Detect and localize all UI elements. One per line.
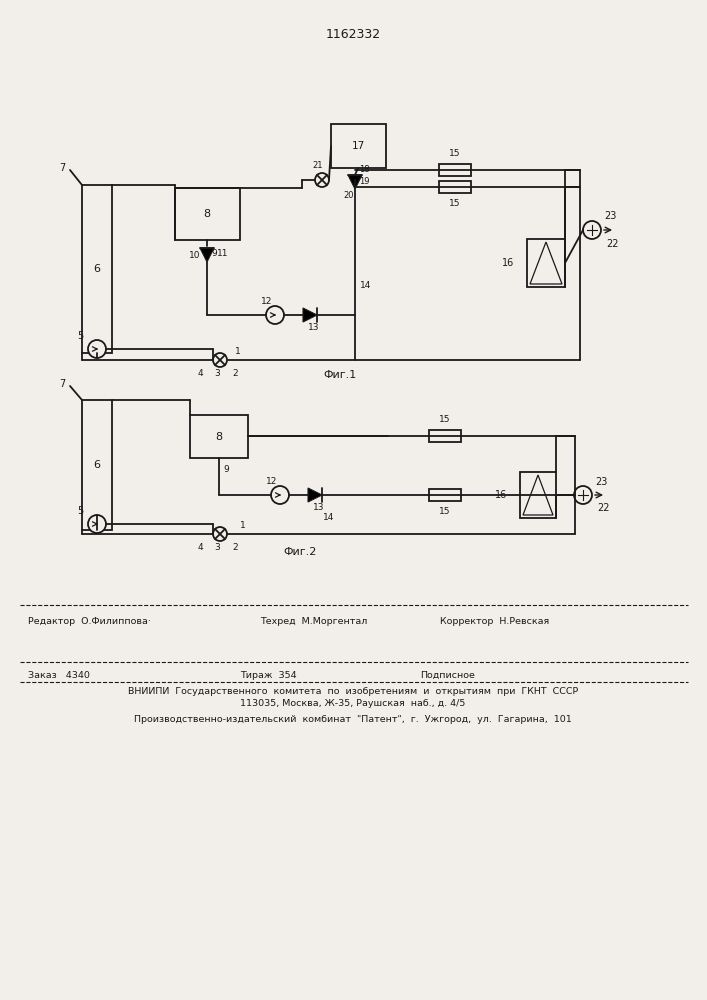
Text: 15: 15 xyxy=(449,149,461,158)
Text: 4: 4 xyxy=(198,369,204,378)
Bar xyxy=(439,181,471,193)
Text: 15: 15 xyxy=(439,416,451,424)
Text: 1: 1 xyxy=(235,347,241,356)
Circle shape xyxy=(213,353,227,367)
Text: 17: 17 xyxy=(351,141,365,151)
Polygon shape xyxy=(303,308,317,322)
Text: 14: 14 xyxy=(360,280,371,290)
Circle shape xyxy=(583,221,601,239)
Text: 23: 23 xyxy=(604,211,617,221)
Text: Производственно-издательский  комбинат  "Патент",  г.  Ужгород,  ул.  Гагарина, : Производственно-издательский комбинат "П… xyxy=(134,716,572,724)
Text: 6: 6 xyxy=(93,264,100,274)
Circle shape xyxy=(271,486,289,504)
Bar xyxy=(82,185,112,353)
Text: 22: 22 xyxy=(597,503,609,513)
Text: 13: 13 xyxy=(308,324,320,332)
Bar xyxy=(190,415,248,458)
Text: 22: 22 xyxy=(606,239,619,249)
Text: 9: 9 xyxy=(211,249,217,258)
Bar xyxy=(439,164,471,176)
Bar xyxy=(520,472,556,518)
Text: Корректор  Н.Ревская: Корректор Н.Ревская xyxy=(440,616,549,626)
Text: 13: 13 xyxy=(313,504,325,512)
Text: 8: 8 xyxy=(216,432,223,442)
Text: 12: 12 xyxy=(261,298,272,306)
Text: Тираж  354: Тираж 354 xyxy=(240,670,297,680)
Text: 3: 3 xyxy=(214,369,220,378)
Text: Заказ   4340: Заказ 4340 xyxy=(28,670,90,680)
Text: Фиг.1: Фиг.1 xyxy=(323,370,356,380)
Text: Фиг.2: Фиг.2 xyxy=(284,547,317,557)
Circle shape xyxy=(88,515,106,533)
Bar xyxy=(331,124,386,168)
Text: 21: 21 xyxy=(312,160,322,169)
Text: 8: 8 xyxy=(204,209,211,219)
Text: 16: 16 xyxy=(495,490,507,500)
Circle shape xyxy=(315,173,329,187)
Bar xyxy=(429,430,461,442)
Text: 7: 7 xyxy=(59,379,65,389)
Text: 1: 1 xyxy=(240,520,246,530)
Text: 12: 12 xyxy=(266,478,277,487)
Text: 18: 18 xyxy=(359,165,370,174)
Circle shape xyxy=(213,527,227,541)
Text: 2: 2 xyxy=(232,369,238,378)
Text: 1162332: 1162332 xyxy=(325,28,380,41)
Text: 2: 2 xyxy=(232,544,238,552)
Text: 15: 15 xyxy=(439,506,451,516)
Text: 4: 4 xyxy=(198,544,204,552)
Bar xyxy=(175,188,240,240)
Bar xyxy=(82,400,112,530)
Text: 6: 6 xyxy=(93,460,100,470)
Circle shape xyxy=(574,486,592,504)
Text: 23: 23 xyxy=(595,477,607,487)
Text: 20: 20 xyxy=(343,190,354,200)
Text: 10: 10 xyxy=(189,250,201,259)
Text: 11: 11 xyxy=(217,248,228,257)
Text: 5: 5 xyxy=(77,331,83,341)
Circle shape xyxy=(88,340,106,358)
Text: 5: 5 xyxy=(77,506,83,516)
Text: 113035, Москва, Ж-35, Раушская  наб., д. 4/5: 113035, Москва, Ж-35, Раушская наб., д. … xyxy=(240,700,466,708)
Text: 19: 19 xyxy=(359,178,370,186)
Polygon shape xyxy=(348,175,362,189)
Text: 14: 14 xyxy=(323,512,334,522)
Polygon shape xyxy=(308,488,322,502)
Text: 16: 16 xyxy=(502,258,514,268)
Text: 15: 15 xyxy=(449,198,461,208)
Polygon shape xyxy=(200,248,214,262)
Text: Подписное: Подписное xyxy=(420,670,475,680)
Circle shape xyxy=(266,306,284,324)
Bar xyxy=(429,489,461,501)
Text: 9: 9 xyxy=(223,466,229,475)
Text: ВНИИПИ  Государственного  комитета  по  изобретениям  и  открытиям  при  ГКНТ  С: ВНИИПИ Государственного комитета по изоб… xyxy=(128,686,578,696)
Text: Техред  М.Моргентал: Техред М.Моргентал xyxy=(260,616,368,626)
Bar xyxy=(527,239,565,287)
Text: Редактор  О.Филиппова·: Редактор О.Филиппова· xyxy=(28,616,151,626)
Text: 7: 7 xyxy=(59,163,65,173)
Text: 3: 3 xyxy=(214,544,220,552)
